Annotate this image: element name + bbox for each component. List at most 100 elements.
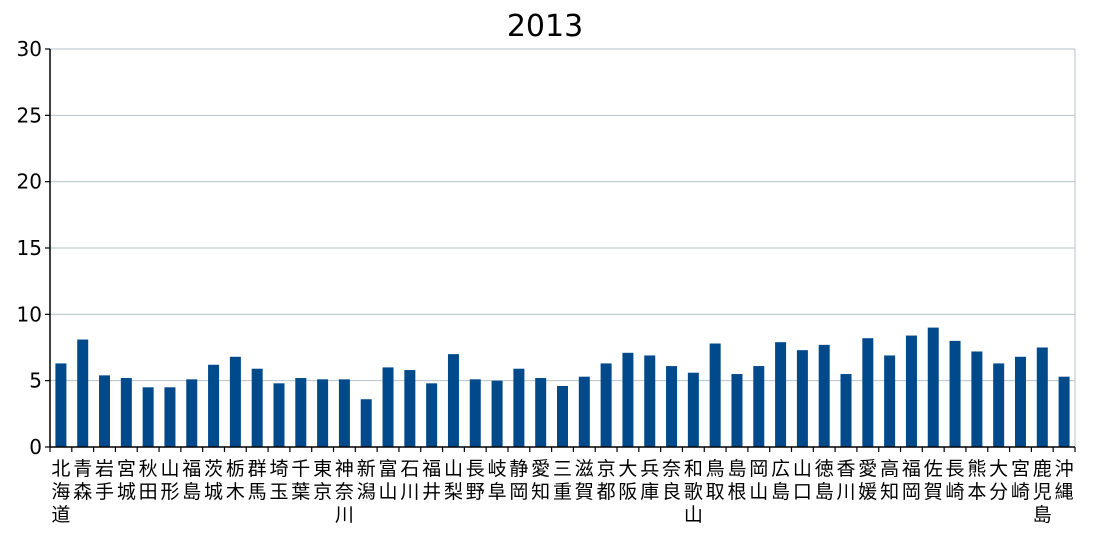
bar-33 bbox=[775, 342, 787, 447]
bar-34 bbox=[796, 350, 808, 447]
bar-16 bbox=[404, 370, 416, 447]
bar-26 bbox=[622, 352, 634, 447]
bar-13 bbox=[338, 379, 350, 447]
bar-30 bbox=[709, 343, 721, 447]
x-tick-label: 滋賀 bbox=[575, 458, 594, 503]
axes bbox=[45, 48, 1076, 452]
x-tick-label: 北海道 bbox=[51, 458, 70, 526]
x-tick-label: 兵庫 bbox=[640, 458, 659, 503]
x-tick-label: 栃木 bbox=[226, 458, 245, 503]
x-tick-label: 熊本 bbox=[967, 458, 986, 503]
bars bbox=[55, 327, 1070, 447]
bar-9 bbox=[251, 368, 263, 447]
bar-38 bbox=[884, 355, 896, 447]
x-tick-label: 青森 bbox=[73, 458, 92, 503]
x-tick-label: 富山 bbox=[379, 458, 398, 503]
x-tick-label: 京都 bbox=[597, 458, 616, 503]
bar-45 bbox=[1036, 347, 1048, 447]
bar-8 bbox=[229, 356, 241, 447]
bar-40 bbox=[927, 327, 939, 447]
bar-18 bbox=[447, 354, 459, 447]
y-tick-label: 10 bbox=[17, 302, 42, 326]
x-tick-label: 山梨 bbox=[444, 458, 463, 503]
x-tick-labels: 北海道青森岩手宮城秋田山形福島茨城栃木群馬埼玉千葉東京神奈川新潟富山石川福井山梨… bbox=[51, 458, 1073, 526]
x-tick-label: 神奈川 bbox=[335, 458, 354, 526]
x-tick-label: 岡山 bbox=[749, 458, 768, 503]
x-tick-label: 鳥取 bbox=[706, 458, 725, 503]
x-tick-label: 愛媛 bbox=[858, 458, 877, 503]
bar-19 bbox=[469, 379, 481, 447]
bar-43 bbox=[993, 363, 1005, 447]
x-tick-label: 長野 bbox=[466, 458, 485, 503]
x-tick-label: 埼玉 bbox=[269, 458, 288, 503]
x-tick-label: 高知 bbox=[880, 458, 899, 503]
bar-3 bbox=[120, 378, 132, 447]
bar-2 bbox=[99, 375, 111, 447]
x-tick-label: 秋田 bbox=[139, 458, 158, 503]
x-tick-label: 大分 bbox=[989, 458, 1008, 503]
x-tick-label: 宮城 bbox=[117, 458, 136, 503]
bar-29 bbox=[687, 372, 699, 447]
x-tick-label: 千葉 bbox=[291, 458, 310, 503]
y-tick-labels: 0 5 10 15 20 25 30 bbox=[17, 37, 42, 459]
x-tick-label: 岩手 bbox=[95, 458, 114, 503]
x-tick-label: 長崎 bbox=[946, 458, 965, 503]
bar-31 bbox=[731, 374, 743, 447]
bar-7 bbox=[208, 364, 220, 447]
bar-32 bbox=[753, 366, 765, 447]
x-tick-label: 山形 bbox=[160, 458, 179, 503]
x-tick-label: 奈良 bbox=[662, 458, 681, 503]
bar-36 bbox=[840, 374, 852, 447]
bar-28 bbox=[666, 366, 678, 447]
bar-27 bbox=[644, 355, 656, 447]
x-tick-label: 静岡 bbox=[509, 458, 528, 503]
x-tick-label: 東京 bbox=[313, 458, 332, 503]
bar-11 bbox=[295, 378, 307, 447]
x-tick-label: 山口 bbox=[793, 458, 812, 503]
x-tick-label: 鹿児島 bbox=[1033, 458, 1052, 526]
x-tick-label: 大阪 bbox=[618, 458, 637, 503]
bar-39 bbox=[905, 335, 917, 447]
bar-1 bbox=[77, 339, 89, 447]
bar-14 bbox=[360, 399, 372, 447]
x-tick-label: 宮崎 bbox=[1011, 458, 1030, 503]
x-tick-label: 群馬 bbox=[248, 458, 267, 503]
x-tick-label: 石川 bbox=[400, 458, 419, 503]
bar-24 bbox=[578, 376, 590, 447]
x-tick-label: 徳島 bbox=[815, 458, 834, 503]
y-tick-label: 20 bbox=[17, 170, 42, 194]
x-tick-label: 福岡 bbox=[902, 458, 921, 503]
bar-41 bbox=[949, 340, 961, 447]
bar-5 bbox=[164, 387, 176, 447]
bar-12 bbox=[317, 379, 329, 447]
bar-6 bbox=[186, 379, 198, 447]
y-tick-label: 30 bbox=[17, 37, 42, 61]
x-tick-label: 沖縄 bbox=[1055, 458, 1074, 503]
bar-22 bbox=[535, 378, 547, 447]
grid-lines bbox=[50, 48, 1075, 382]
bar-10 bbox=[273, 383, 285, 447]
bar-15 bbox=[382, 367, 394, 447]
y-tick-label: 15 bbox=[17, 236, 42, 260]
bar-23 bbox=[557, 385, 568, 447]
bar-4 bbox=[142, 387, 154, 447]
y-tick-label: 5 bbox=[29, 369, 42, 393]
x-tick-label: 島根 bbox=[727, 458, 746, 503]
x-tick-label: 茨城 bbox=[204, 458, 223, 503]
x-tick-label: 香川 bbox=[837, 458, 856, 503]
x-tick-label: 三重 bbox=[553, 458, 572, 503]
x-tick-label: 福島 bbox=[182, 458, 201, 503]
bar-44 bbox=[1014, 356, 1026, 447]
bar-0 bbox=[55, 363, 67, 447]
bar-25 bbox=[600, 363, 612, 447]
bar-46 bbox=[1058, 376, 1070, 447]
x-tick-label: 和歌山 bbox=[684, 458, 703, 526]
x-tick-label: 岐阜 bbox=[488, 458, 507, 503]
bar-20 bbox=[491, 380, 503, 447]
y-tick-label: 0 bbox=[29, 435, 42, 459]
chart-title: 2013 bbox=[507, 9, 583, 44]
bar-21 bbox=[513, 368, 525, 447]
bar-17 bbox=[426, 383, 438, 447]
